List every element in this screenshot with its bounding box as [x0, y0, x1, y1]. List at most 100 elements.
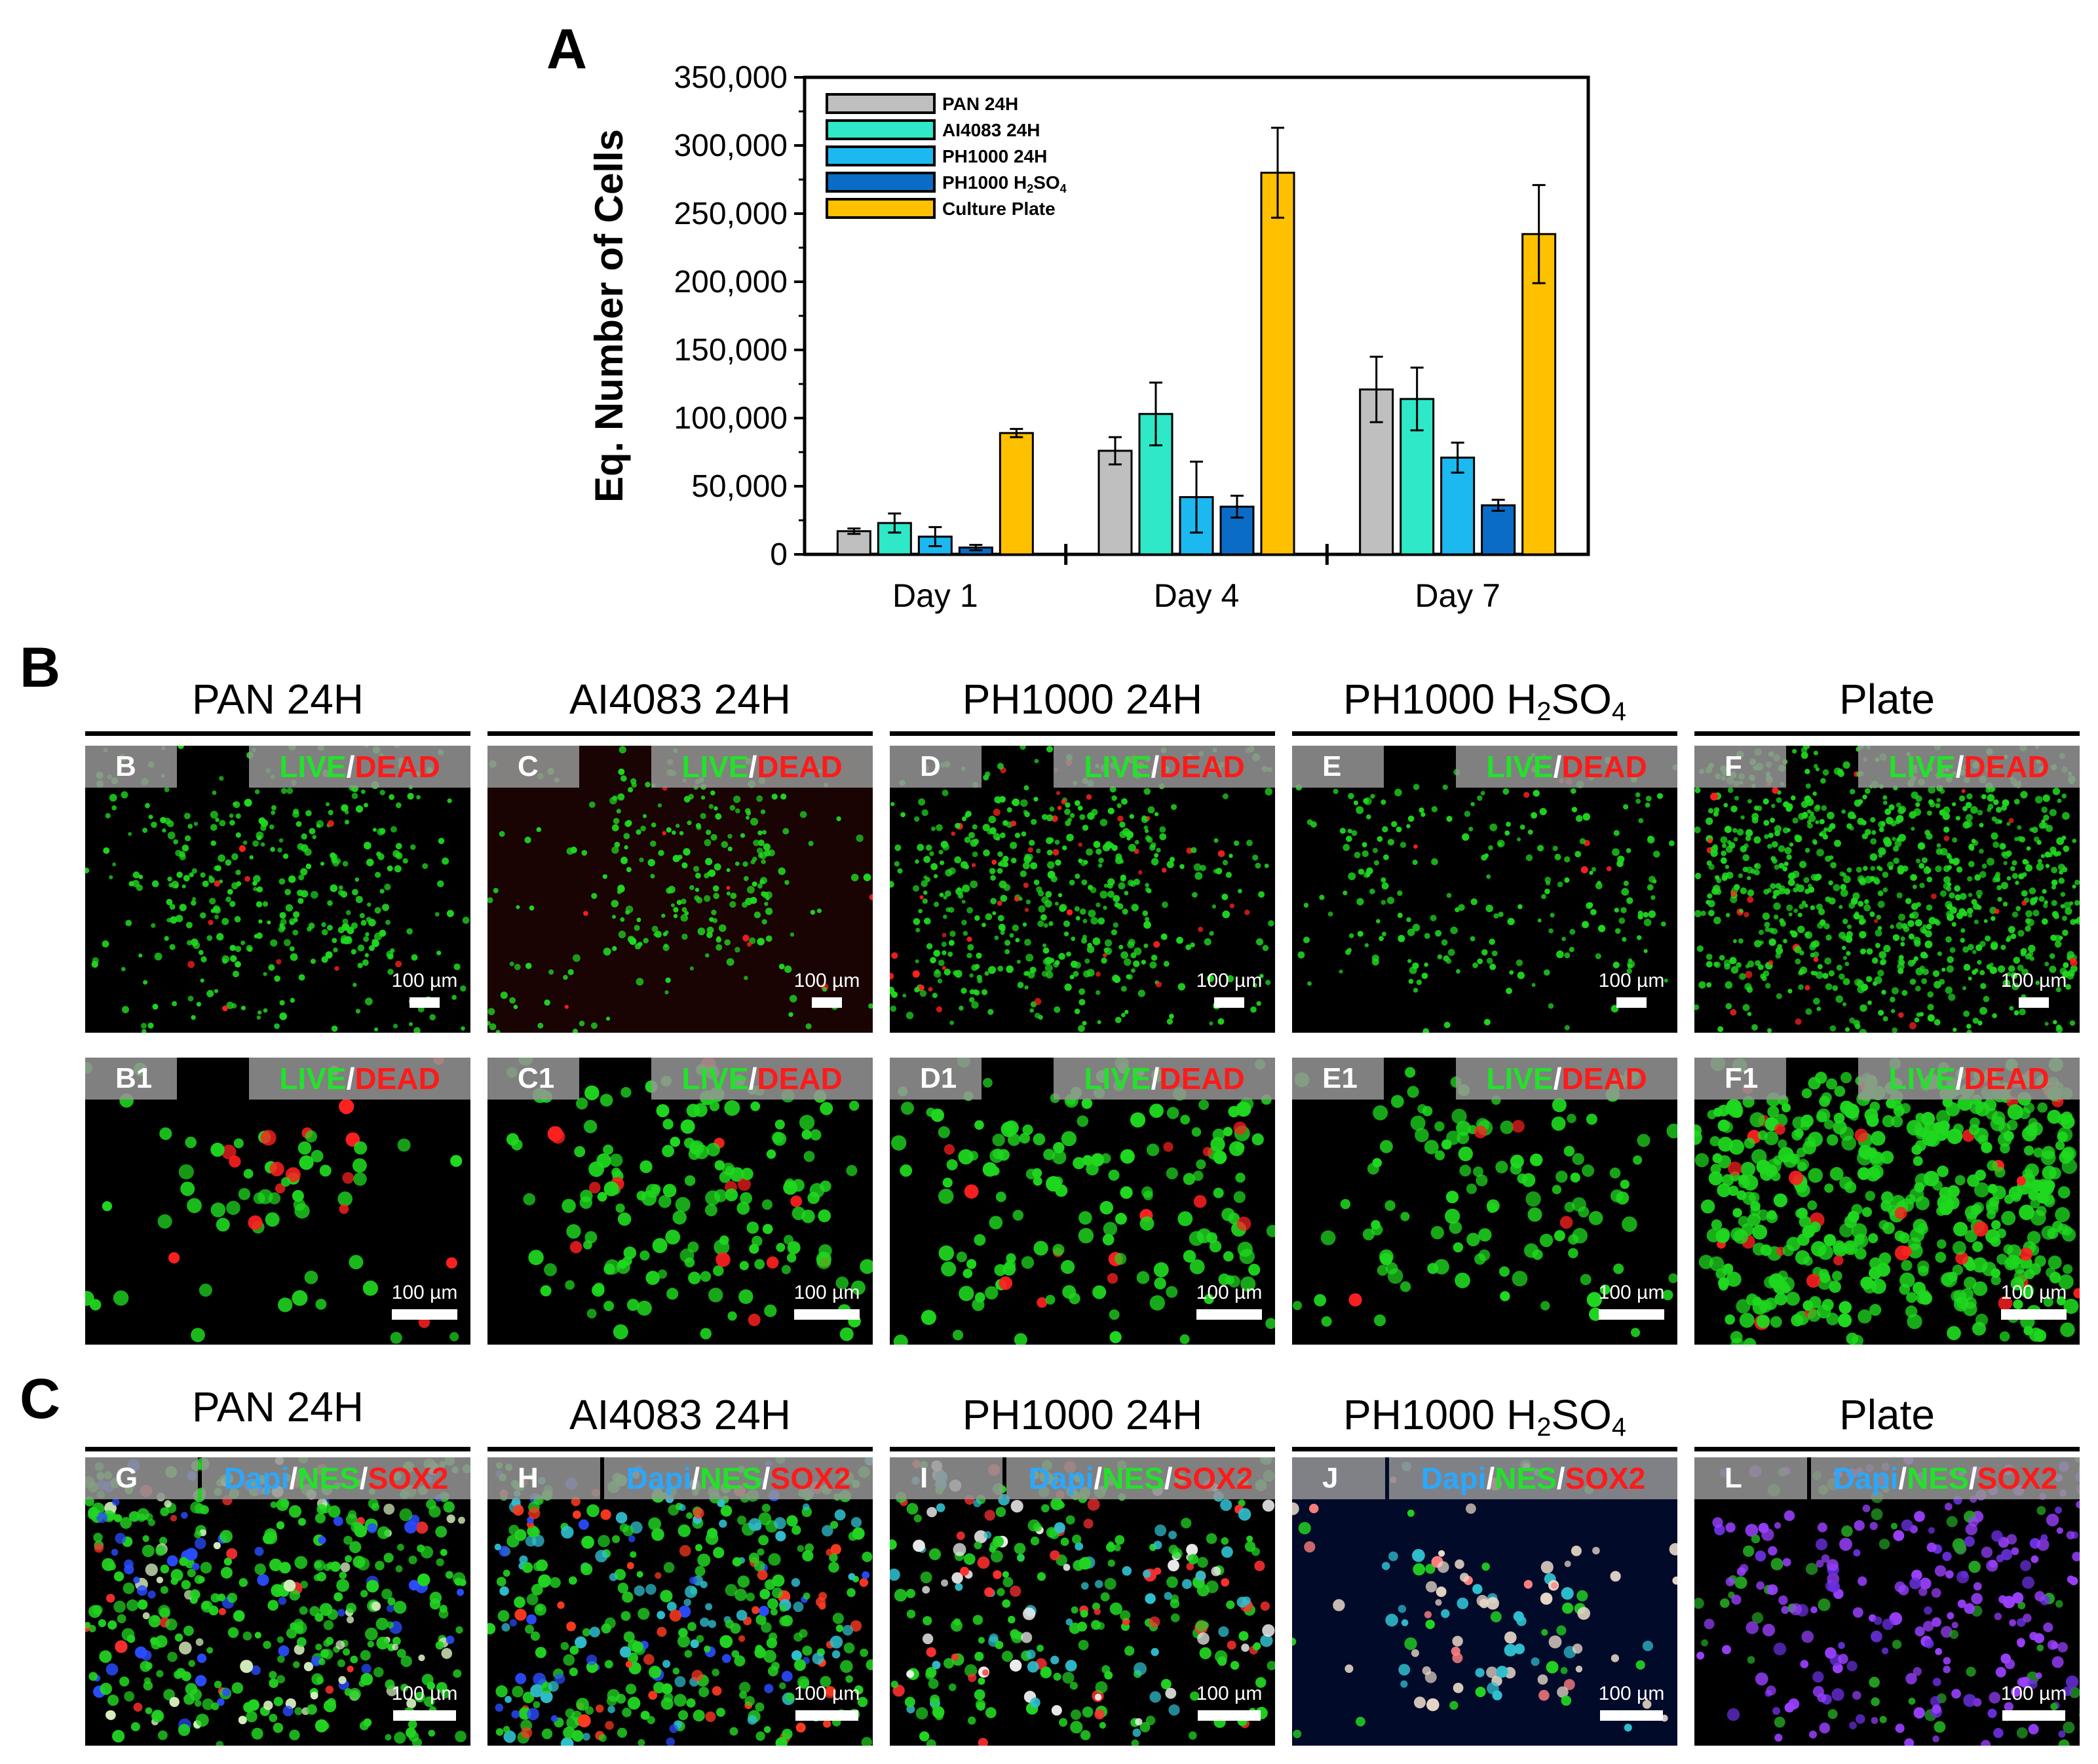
stain-legend: LIVE/DEAD [651, 1058, 873, 1100]
column-rule [1694, 731, 2080, 736]
cell-image [506, 1058, 873, 1341]
scale-bar-label: 100 µm [1196, 970, 1263, 991]
y-tick-label: 250,000 [674, 197, 788, 231]
y-tick-label: 50,000 [691, 469, 788, 504]
stain-legend: LIVE/DEAD [1456, 746, 1677, 788]
legend-swatch [826, 198, 936, 219]
panel-tag: B1 [85, 1058, 177, 1100]
micrograph: E LIVE/DEAD 100 µm [1292, 746, 1677, 1033]
stain-legend: Dapi/NES/SOX2 [1811, 1457, 2080, 1499]
column-rule [1694, 1447, 2080, 1451]
panel-tag: I [890, 1457, 1002, 1499]
stain-legend: Dapi/NES/SOX2 [1006, 1457, 1275, 1499]
panel-tag: C [487, 746, 579, 788]
micrograph: L Dapi/NES/SOX2 100 µm [1694, 1457, 2080, 1746]
panel-tag: J [1292, 1457, 1385, 1499]
panel-tag: C1 [487, 1058, 579, 1100]
scale-bar-label: 100 µm [793, 1683, 860, 1704]
scale-bar-label: 100 µm [1598, 1282, 1665, 1303]
micrograph: E1 LIVE/DEAD 100 µm [1292, 1058, 1677, 1345]
column-rule [890, 1447, 1275, 1451]
column-title: AI4083 24H [569, 1391, 792, 1438]
x-tick-label: Day 7 [1415, 577, 1500, 614]
micrograph: J Dapi/NES/SOX2 100 µm [1292, 1457, 1677, 1746]
scale-bar-label: 100 µm [2000, 970, 2067, 991]
stain-legend: LIVE/DEAD [1456, 1058, 1677, 1100]
column-rule [85, 731, 470, 736]
y-axis-label: Eq. Number of Cells [587, 129, 631, 503]
stain-legend: Dapi/NES/SOX2 [604, 1457, 873, 1499]
legend-label: AI4083 24H [942, 120, 1040, 140]
micrograph: F1 LIVE/DEAD 100 µm [1694, 1058, 2080, 1345]
column-title: AI4083 24H [569, 676, 792, 723]
column-rule [890, 731, 1275, 736]
scale-bar [1196, 1309, 1262, 1320]
panel-tag: G [85, 1457, 198, 1499]
micrograph: G Dapi/NES/SOX2 100 µm [85, 1457, 470, 1746]
cell-image [1694, 1457, 2080, 1746]
y-tick-label: 150,000 [674, 333, 788, 368]
scale-bar-label: 100 µm [391, 1683, 458, 1704]
panel-tag: E1 [1292, 1058, 1384, 1100]
y-tick-label: 200,000 [674, 265, 788, 299]
panel-letter-c: C [20, 1368, 61, 1430]
panel-tag: H [487, 1457, 600, 1499]
stain-legend: LIVE/DEAD [1858, 746, 2080, 788]
cell-image [890, 1457, 1275, 1746]
scale-bar [1599, 1309, 1664, 1320]
micrograph: F LIVE/DEAD 100 µm [1694, 746, 2080, 1033]
scale-bar-label: 100 µm [1196, 1683, 1263, 1704]
panel-tag: E [1292, 746, 1384, 788]
bar [1440, 456, 1476, 556]
stain-legend: LIVE/DEAD [1054, 1058, 1275, 1100]
legend-label: PH1000 H2SO4 [942, 172, 1067, 195]
micrograph: B LIVE/DEAD 100 µm [85, 746, 470, 1033]
scale-bar [1616, 997, 1647, 1008]
panel-letter-a: A [546, 18, 588, 81]
scale-bar-label: 100 µm [793, 1282, 860, 1303]
stain-legend: LIVE/DEAD [1054, 746, 1275, 788]
column-title: PH1000 H2SO4 [1343, 676, 1626, 726]
scale-bar-label: 100 µm [2000, 1683, 2067, 1704]
bar [1481, 504, 1516, 556]
scale-bar [393, 1710, 456, 1721]
scale-bar [2001, 1309, 2067, 1320]
micrograph: D LIVE/DEAD 100 µm [890, 746, 1275, 1033]
scale-bar-label: 100 µm [2000, 1282, 2067, 1303]
column-title: PH1000 H2SO4 [1343, 1391, 1626, 1442]
column-rule [1292, 731, 1677, 736]
legend-label: PAN 24H [942, 94, 1018, 114]
panel-letter-b: B [20, 636, 61, 699]
scale-bar-label: 100 µm [1598, 970, 1665, 991]
micrograph: C1 LIVE/DEAD 100 µm [487, 1058, 873, 1345]
y-tick-label: 350,000 [674, 60, 788, 95]
micrograph: B1 LIVE/DEAD 100 µm [85, 1058, 470, 1345]
bar-chart: 0 50,000 100,000 150,000 200,000 250,000 300,0… [587, 60, 1590, 614]
panel-tag: D [890, 746, 982, 788]
scale-bar-label: 100 µm [391, 970, 458, 991]
bar [1260, 172, 1295, 556]
scale-bar [812, 997, 842, 1008]
stain-legend: LIVE/DEAD [249, 1058, 470, 1100]
scale-bar [2019, 997, 2049, 1008]
micrograph: H Dapi/NES/SOX2 100 µm [487, 1457, 873, 1746]
x-tick-label: Day 1 [892, 577, 978, 614]
panel-tag: L [1694, 1457, 1807, 1499]
bar [1097, 450, 1133, 556]
column-title: PH1000 24H [962, 676, 1203, 723]
bar [999, 432, 1034, 556]
legend-swatch [826, 172, 936, 193]
scale-bar [1198, 1710, 1261, 1721]
y-tick-label: 300,000 [674, 128, 788, 163]
micrograph: C LIVE/DEAD 100 µm [487, 746, 873, 1033]
column-rule [85, 1447, 470, 1451]
column-rule [1292, 1447, 1677, 1451]
panel-tag: F [1694, 746, 1786, 788]
micrograph: D1 LIVE/DEAD 100 µm [890, 1058, 1275, 1345]
column-rule [487, 731, 873, 736]
legend-swatch [826, 119, 936, 140]
legend-label: Culture Plate [942, 199, 1056, 219]
scale-bar-label: 100 µm [1196, 1282, 1263, 1303]
y-tick-label: 0 [770, 537, 788, 572]
column-title: PH1000 24H [962, 1391, 1203, 1438]
